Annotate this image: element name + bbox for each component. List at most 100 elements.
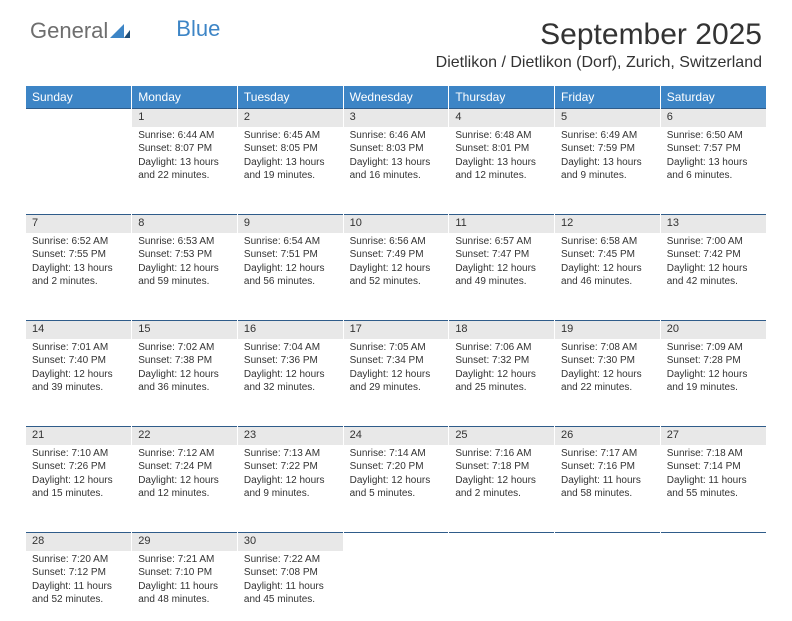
day-content-cell: Sunrise: 6:56 AMSunset: 7:49 PMDaylight:… — [343, 233, 449, 321]
day-detail-line: Sunset: 7:28 PM — [667, 354, 760, 368]
day-detail-line: Sunrise: 7:21 AM — [138, 553, 231, 567]
day-detail-line: and 5 minutes. — [350, 487, 443, 501]
day-number-cell: 10 — [343, 215, 449, 233]
day-detail-line: Daylight: 12 hours — [138, 368, 231, 382]
day-content-cell: Sunrise: 7:13 AMSunset: 7:22 PMDaylight:… — [237, 445, 343, 533]
day-detail-line: and 12 minutes. — [455, 169, 548, 183]
day-header: Wednesday — [343, 86, 449, 109]
day-detail-line: Daylight: 12 hours — [138, 262, 231, 276]
day-detail-line: Sunset: 7:57 PM — [667, 142, 760, 156]
day-number-cell: 7 — [26, 215, 132, 233]
day-detail-line: and 32 minutes. — [244, 381, 337, 395]
day-detail-line: Daylight: 13 hours — [350, 156, 443, 170]
day-number-cell: 29 — [132, 533, 238, 551]
day-detail-line: Daylight: 13 hours — [244, 156, 337, 170]
day-detail-line: Daylight: 12 hours — [32, 474, 125, 488]
day-number-cell: 17 — [343, 321, 449, 339]
day-number-cell: 18 — [449, 321, 555, 339]
day-detail-line: Sunset: 7:38 PM — [138, 354, 231, 368]
day-number-cell: 11 — [449, 215, 555, 233]
day-number-cell: 23 — [237, 427, 343, 445]
day-detail-line: Daylight: 13 hours — [667, 156, 760, 170]
day-content-cell: Sunrise: 6:53 AMSunset: 7:53 PMDaylight:… — [132, 233, 238, 321]
day-detail-line: Sunrise: 7:18 AM — [667, 447, 760, 461]
day-detail-line: and 25 minutes. — [455, 381, 548, 395]
day-content-cell: Sunrise: 6:52 AMSunset: 7:55 PMDaylight:… — [26, 233, 132, 321]
day-header: Thursday — [449, 86, 555, 109]
week-number-row: 14151617181920 — [26, 321, 766, 339]
day-detail-line: and 36 minutes. — [138, 381, 231, 395]
day-detail-line: Sunset: 7:24 PM — [138, 460, 231, 474]
day-number-cell: 19 — [555, 321, 661, 339]
day-content-cell: Sunrise: 7:14 AMSunset: 7:20 PMDaylight:… — [343, 445, 449, 533]
week-content-row: Sunrise: 6:52 AMSunset: 7:55 PMDaylight:… — [26, 233, 766, 321]
day-detail-line: Daylight: 13 hours — [32, 262, 125, 276]
day-detail-line: Sunset: 7:36 PM — [244, 354, 337, 368]
day-detail-line: Sunrise: 6:56 AM — [350, 235, 443, 249]
day-detail-line: Sunrise: 7:05 AM — [350, 341, 443, 355]
day-number-cell: 12 — [555, 215, 661, 233]
day-detail-line: Sunset: 7:49 PM — [350, 248, 443, 262]
day-detail-line: and 6 minutes. — [667, 169, 760, 183]
week-number-row: 123456 — [26, 109, 766, 127]
day-detail-line: Sunset: 7:42 PM — [667, 248, 760, 262]
day-content-cell: Sunrise: 7:06 AMSunset: 7:32 PMDaylight:… — [449, 339, 555, 427]
day-detail-line: Sunset: 7:34 PM — [350, 354, 443, 368]
day-number-cell: 3 — [343, 109, 449, 127]
day-detail-line: Sunrise: 6:58 AM — [561, 235, 654, 249]
day-number-cell: 6 — [660, 109, 766, 127]
day-content-cell — [449, 551, 555, 621]
day-detail-line: and 9 minutes. — [561, 169, 654, 183]
day-detail-line: Daylight: 12 hours — [455, 474, 548, 488]
day-detail-line: and 52 minutes. — [350, 275, 443, 289]
day-detail-line: Sunset: 7:22 PM — [244, 460, 337, 474]
day-detail-line: Daylight: 12 hours — [667, 262, 760, 276]
day-detail-line: Sunrise: 7:00 AM — [667, 235, 760, 249]
day-content-cell — [26, 127, 132, 215]
day-number-cell: 30 — [237, 533, 343, 551]
day-detail-line: Daylight: 12 hours — [350, 474, 443, 488]
day-detail-line: Daylight: 12 hours — [455, 368, 548, 382]
day-detail-line: Daylight: 11 hours — [667, 474, 760, 488]
day-number-cell: 28 — [26, 533, 132, 551]
day-detail-line: Daylight: 11 hours — [138, 580, 231, 594]
day-number-cell: 16 — [237, 321, 343, 339]
day-detail-line: Sunset: 7:59 PM — [561, 142, 654, 156]
day-detail-line: Sunset: 7:47 PM — [455, 248, 548, 262]
day-detail-line: and 9 minutes. — [244, 487, 337, 501]
day-detail-line: Sunset: 8:05 PM — [244, 142, 337, 156]
day-number-cell: 9 — [237, 215, 343, 233]
day-content-cell: Sunrise: 7:18 AMSunset: 7:14 PMDaylight:… — [660, 445, 766, 533]
day-detail-line: Sunrise: 6:44 AM — [138, 129, 231, 143]
day-detail-line: Sunset: 8:03 PM — [350, 142, 443, 156]
day-detail-line: Sunset: 7:40 PM — [32, 354, 125, 368]
day-detail-line: and 48 minutes. — [138, 593, 231, 607]
brand-part1: General — [30, 18, 108, 44]
day-number-cell: 15 — [132, 321, 238, 339]
day-detail-line: Sunset: 7:30 PM — [561, 354, 654, 368]
day-detail-line: Daylight: 12 hours — [561, 262, 654, 276]
day-detail-line: Daylight: 11 hours — [32, 580, 125, 594]
day-number-cell: 8 — [132, 215, 238, 233]
day-content-cell: Sunrise: 7:04 AMSunset: 7:36 PMDaylight:… — [237, 339, 343, 427]
week-content-row: Sunrise: 7:10 AMSunset: 7:26 PMDaylight:… — [26, 445, 766, 533]
day-content-cell: Sunrise: 7:10 AMSunset: 7:26 PMDaylight:… — [26, 445, 132, 533]
day-detail-line: Sunrise: 6:52 AM — [32, 235, 125, 249]
day-content-cell: Sunrise: 7:08 AMSunset: 7:30 PMDaylight:… — [555, 339, 661, 427]
day-detail-line: Daylight: 11 hours — [561, 474, 654, 488]
day-detail-line: Sunset: 7:32 PM — [455, 354, 548, 368]
day-detail-line: Sunset: 7:20 PM — [350, 460, 443, 474]
day-content-cell: Sunrise: 6:44 AMSunset: 8:07 PMDaylight:… — [132, 127, 238, 215]
day-content-cell: Sunrise: 7:21 AMSunset: 7:10 PMDaylight:… — [132, 551, 238, 621]
week-content-row: Sunrise: 7:20 AMSunset: 7:12 PMDaylight:… — [26, 551, 766, 621]
day-content-cell: Sunrise: 7:09 AMSunset: 7:28 PMDaylight:… — [660, 339, 766, 427]
day-content-cell — [660, 551, 766, 621]
day-number-cell: 27 — [660, 427, 766, 445]
day-detail-line: Daylight: 13 hours — [561, 156, 654, 170]
day-content-cell: Sunrise: 7:17 AMSunset: 7:16 PMDaylight:… — [555, 445, 661, 533]
day-number-cell: 21 — [26, 427, 132, 445]
day-content-cell — [343, 551, 449, 621]
day-number-cell — [449, 533, 555, 551]
day-header: Saturday — [660, 86, 766, 109]
day-content-cell — [555, 551, 661, 621]
